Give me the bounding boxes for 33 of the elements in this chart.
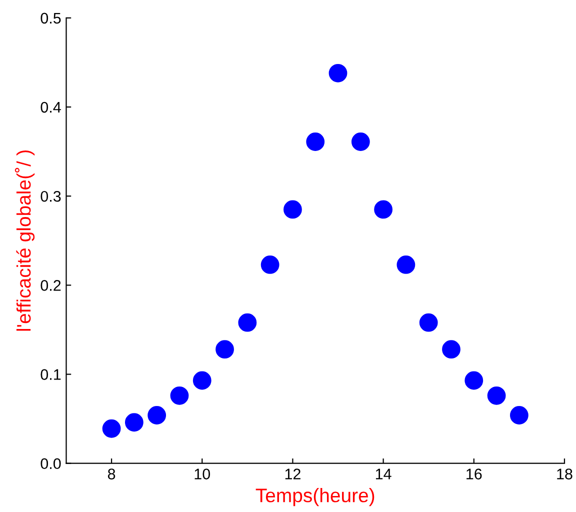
point — [284, 200, 302, 219]
y-tick-label: 0.1 — [40, 369, 61, 380]
point — [192, 371, 212, 390]
point — [328, 64, 348, 82]
point — [442, 340, 460, 359]
point — [374, 200, 392, 219]
x-tick-label: 14 — [376, 468, 392, 480]
x-axis-title: Temps(heure) — [256, 488, 374, 506]
point — [510, 406, 528, 424]
y-tick-label: 0.3 — [40, 190, 61, 202]
x-tick-label: 10 — [194, 468, 210, 480]
point — [102, 419, 121, 438]
point — [238, 313, 257, 332]
y-tick-label: 0.2 — [40, 280, 61, 291]
y-tick-label: 0.4 — [40, 102, 61, 113]
y-tick-label: 0.0 — [40, 458, 61, 470]
point — [124, 413, 144, 432]
point — [306, 132, 325, 151]
x-tick-label: 18 — [557, 468, 572, 480]
point — [260, 255, 280, 274]
point — [216, 340, 234, 359]
point — [170, 386, 189, 405]
y-tick-label: 0.5 — [40, 12, 61, 24]
point — [396, 255, 416, 274]
point — [419, 313, 438, 332]
point — [487, 386, 506, 405]
x-tick-label: 12 — [285, 468, 300, 480]
point — [464, 371, 484, 390]
x-tick-label: 8 — [108, 468, 116, 480]
x-tick-label: 16 — [466, 468, 482, 480]
point — [351, 132, 370, 151]
point — [148, 406, 166, 424]
y-axis-title: l'efficacité globale(˚/ ) — [14, 150, 35, 331]
